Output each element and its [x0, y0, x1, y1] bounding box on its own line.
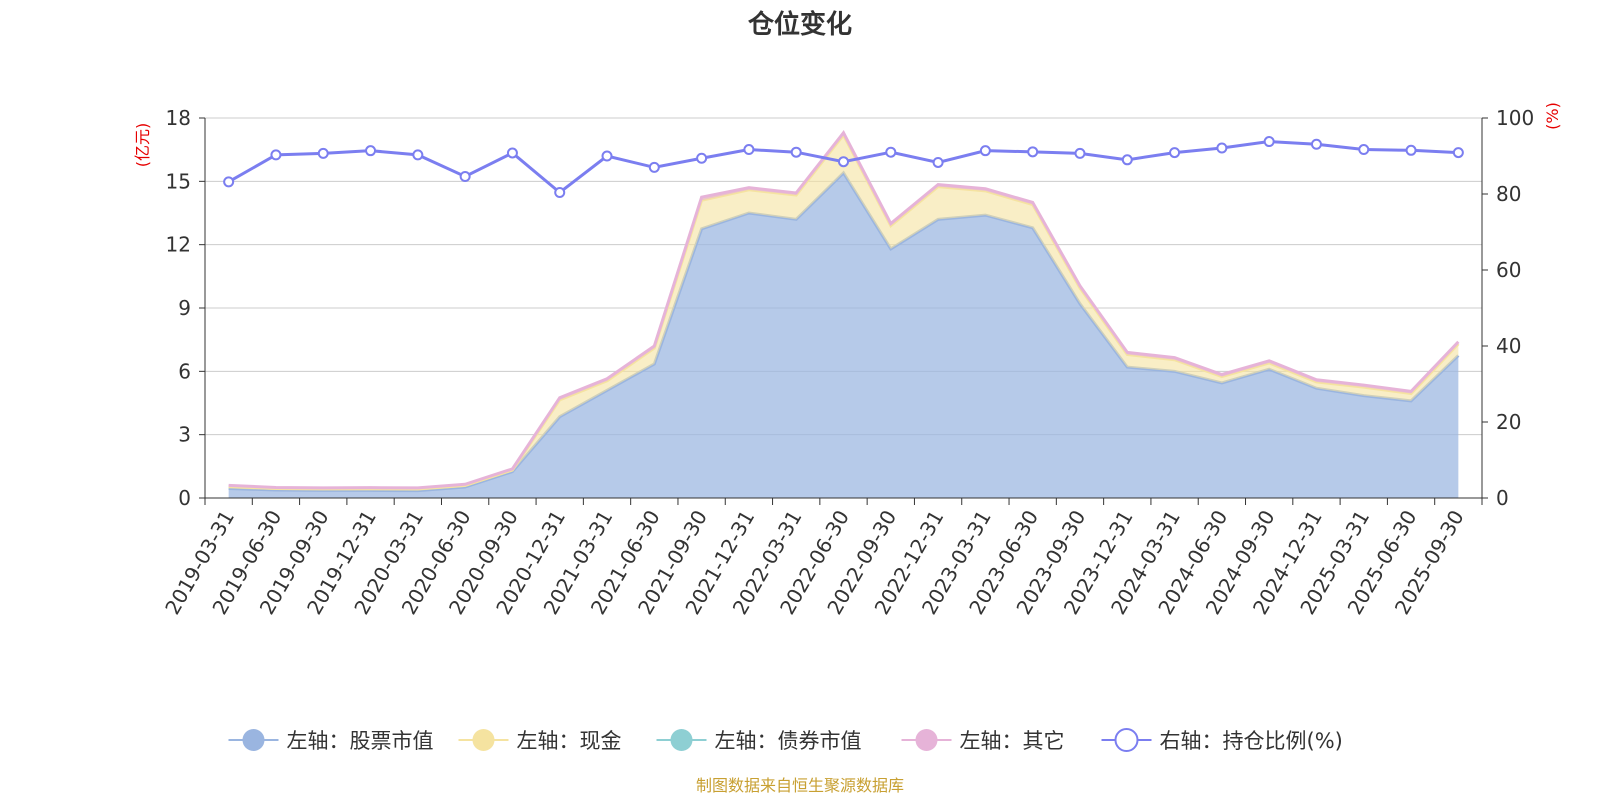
ratio-point: [648, 161, 660, 173]
chart-title: 仓位变化: [747, 9, 852, 40]
right-axis-tick-label: 100: [1496, 106, 1534, 130]
legend-label: 左轴：现金: [517, 729, 622, 753]
ratio-point: [1358, 144, 1370, 156]
left-axis-tick-label: 6: [178, 359, 191, 383]
left-axis-tick-label: 18: [166, 106, 191, 130]
ratio-point: [506, 147, 518, 159]
legend-label: 左轴：股票市值: [287, 729, 434, 753]
legend-marker: [472, 729, 495, 751]
legend-item: 左轴：其它: [901, 729, 1065, 753]
ratio-point: [790, 146, 802, 158]
legend-marker: [242, 729, 265, 751]
ratio-point: [932, 156, 944, 168]
ratio-point: [1121, 154, 1133, 166]
ratio-point: [317, 147, 329, 159]
ratio-point: [1027, 146, 1039, 158]
legend-label: 左轴：债券市值: [715, 729, 862, 753]
legend: 左轴：股票市值 左轴：现金 左轴：债券市值 左轴：其它 右轴：持仓比例(%): [228, 728, 1343, 753]
legend-item: 左轴：债券市值: [656, 729, 862, 753]
ratio-point: [412, 149, 424, 161]
right-axis-tick-label: 60: [1496, 258, 1521, 282]
data-source-note: 制图数据来自恒生聚源数据库: [696, 776, 904, 795]
position-ratio-series: [223, 136, 1464, 198]
legend-marker: [915, 729, 938, 751]
ratio-point: [885, 146, 897, 158]
ratio-point: [1452, 147, 1464, 159]
legend-label: 右轴：持仓比例(%): [1160, 729, 1343, 753]
left-axis-tick-label: 9: [178, 296, 191, 320]
ratio-point: [1074, 147, 1086, 159]
right-axis-unit: (%): [1543, 102, 1562, 130]
ratio-point: [1310, 138, 1322, 150]
left-axis-tick-label: 3: [178, 423, 191, 447]
right-axis-tick-label: 80: [1496, 182, 1521, 206]
ratio-point: [743, 144, 755, 156]
ratio-point: [601, 150, 613, 162]
ratio-point: [1169, 147, 1181, 159]
legend-marker: [1114, 728, 1139, 752]
legend-item: 左轴：股票市值: [228, 729, 434, 753]
ratio-point: [1405, 144, 1417, 156]
legend-item: 右轴：持仓比例(%): [1101, 728, 1343, 753]
ratio-point: [223, 176, 235, 188]
stacked-areas: [228, 130, 1460, 498]
right-axis-tick-label: 40: [1496, 334, 1521, 358]
legend-item: 左轴：现金: [458, 729, 622, 753]
ratio-point: [459, 171, 471, 183]
ratio-point: [838, 156, 849, 168]
right-axis-tick-label: 0: [1496, 486, 1509, 510]
ratio-point: [696, 152, 708, 164]
ratio-point: [554, 186, 566, 198]
area-series-1: [228, 172, 1459, 498]
right-axis-tick-label: 20: [1496, 410, 1521, 434]
left-axis-tick-label: 15: [166, 169, 191, 193]
left-axis-tick-label: 0: [178, 486, 191, 510]
ratio-point: [1263, 136, 1275, 148]
left-axis-unit: (亿元): [133, 123, 152, 168]
ratio-point: [365, 145, 377, 157]
ratio-point: [979, 145, 991, 157]
area-series-line-4: [228, 130, 1460, 490]
legend-label: 左轴：其它: [960, 729, 1065, 753]
ratio-point: [1216, 142, 1228, 154]
left-axis-tick-label: 12: [166, 233, 191, 257]
ratio-point: [270, 149, 282, 161]
legend-marker: [670, 729, 693, 751]
